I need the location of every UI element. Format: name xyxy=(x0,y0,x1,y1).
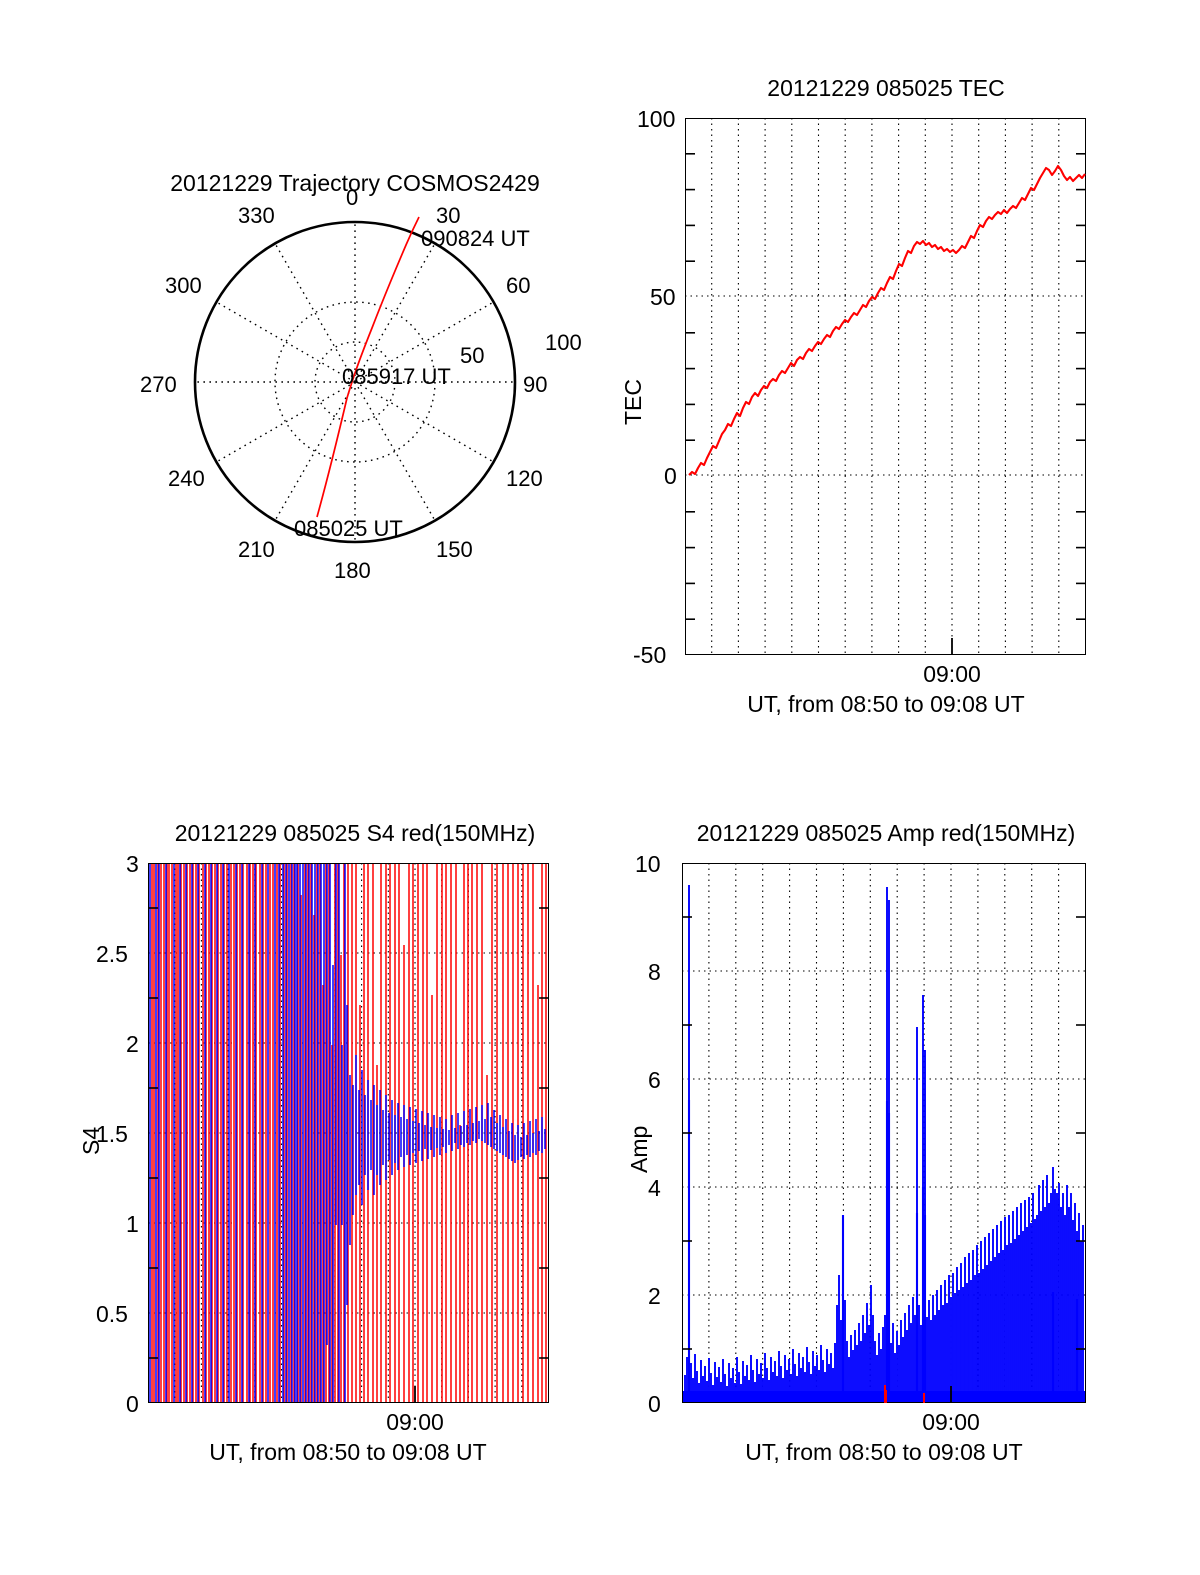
trajectory-annotation-start: 085025 UT xyxy=(294,516,403,541)
s4-trace-400mhz xyxy=(149,864,546,1402)
s4-ytick-1: 1 xyxy=(126,1211,139,1237)
polar-tick-180: 180 xyxy=(334,558,371,583)
tec-vertical-gridlines xyxy=(711,118,1060,655)
tec-ytick-0: 0 xyxy=(664,463,677,489)
tec-y-ticks xyxy=(685,153,1086,621)
s4-xtick-label-0900: 09:00 xyxy=(386,1409,444,1435)
s4-panel: 20121229 085025 S4 red(150MHz) xyxy=(0,745,600,1575)
polar-tick-300: 300 xyxy=(165,273,202,298)
amp-y-ticks xyxy=(682,916,1086,1350)
amp-title: 20121229 085025 Amp red(150MHz) xyxy=(696,820,1076,846)
polar-circle-50 xyxy=(274,301,436,463)
s4-y-ticks xyxy=(148,907,549,1359)
polar-spokes xyxy=(195,222,515,542)
amp-ytick-8: 8 xyxy=(648,959,661,985)
trajectory-annotation-end: 090824 UT xyxy=(421,226,530,251)
tec-ylabel: TEC xyxy=(620,379,646,425)
polar-tick-330: 330 xyxy=(238,203,275,228)
polar-tick-240: 240 xyxy=(168,466,205,491)
s4-ytick-2.5: 2.5 xyxy=(96,941,128,967)
polar-tick-120: 120 xyxy=(506,466,543,491)
tec-ytick-50: 50 xyxy=(650,284,676,310)
tec-xlabel: UT, from 08:50 to 09:08 UT xyxy=(747,691,1025,717)
tec-trace xyxy=(688,164,1086,476)
s4-ytick-1.5: 1.5 xyxy=(96,1121,128,1147)
trajectory-plot xyxy=(193,216,517,544)
trajectory-annotation-middle: 085917 UT xyxy=(342,364,451,389)
polar-radial-100: 100 xyxy=(545,330,582,355)
trajectory-panel: 20121229 Trajectory COSMOS2429 0 30 60 9… xyxy=(0,0,600,740)
s4-ytick-3: 3 xyxy=(126,851,139,877)
amp-xtick-label-0900: 09:00 xyxy=(922,1409,980,1435)
trajectory-trace xyxy=(316,216,420,518)
tec-title: 20121229 085025 TEC xyxy=(767,75,1005,101)
amp-ytick-10: 10 xyxy=(635,851,661,877)
tec-plot xyxy=(685,118,1086,655)
polar-tick-90: 90 xyxy=(523,372,548,397)
polar-circle-outer xyxy=(193,220,517,544)
polar-tick-60: 60 xyxy=(506,273,531,298)
trajectory-title: 20121229 Trajectory COSMOS2429 xyxy=(170,170,540,196)
polar-tick-210: 210 xyxy=(238,537,275,562)
amp-panel: 20121229 085025 Amp red(150MHz) xyxy=(600,745,1200,1575)
tec-ytick--50: -50 xyxy=(633,642,667,668)
tec-xtick-label-0900: 09:00 xyxy=(923,661,981,687)
s4-ytick-0.5: 0.5 xyxy=(96,1301,128,1327)
s4-ytick-0: 0 xyxy=(126,1391,139,1417)
s4-ytick-2: 2 xyxy=(126,1031,139,1057)
amp-trace-400mhz xyxy=(683,885,1085,1402)
tec-ytick-100: 100 xyxy=(637,106,676,132)
amp-ytick-6: 6 xyxy=(648,1067,661,1093)
s4-title: 20121229 085025 S4 red(150MHz) xyxy=(174,820,536,846)
s4-xlabel: UT, from 08:50 to 09:08 UT xyxy=(209,1439,487,1465)
polar-tick-30: 30 xyxy=(436,203,461,228)
polar-tick-270: 270 xyxy=(140,372,177,397)
polar-tick-0: 0 xyxy=(346,185,359,210)
amp-ytick-0: 0 xyxy=(648,1391,661,1417)
amp-ytick-2: 2 xyxy=(648,1283,661,1309)
amp-xlabel: UT, from 08:50 to 09:08 UT xyxy=(745,1439,1023,1465)
s4-plot xyxy=(148,864,549,1403)
amp-ylabel: Amp xyxy=(626,1125,652,1173)
amp-trace-150mhz xyxy=(884,1385,925,1403)
polar-radial-50: 50 xyxy=(460,343,485,368)
tec-horizontal-gridlines xyxy=(685,295,1086,476)
amp-plot xyxy=(682,863,1086,1403)
s4-ylabel: S4 xyxy=(78,1126,104,1155)
polar-tick-150: 150 xyxy=(436,537,473,562)
polar-circle-25 xyxy=(314,341,396,423)
tec-panel: 20121229 085025 TEC xyxy=(600,0,1200,740)
tec-axes-frame xyxy=(685,118,1086,655)
amp-ytick-4: 4 xyxy=(648,1175,661,1201)
